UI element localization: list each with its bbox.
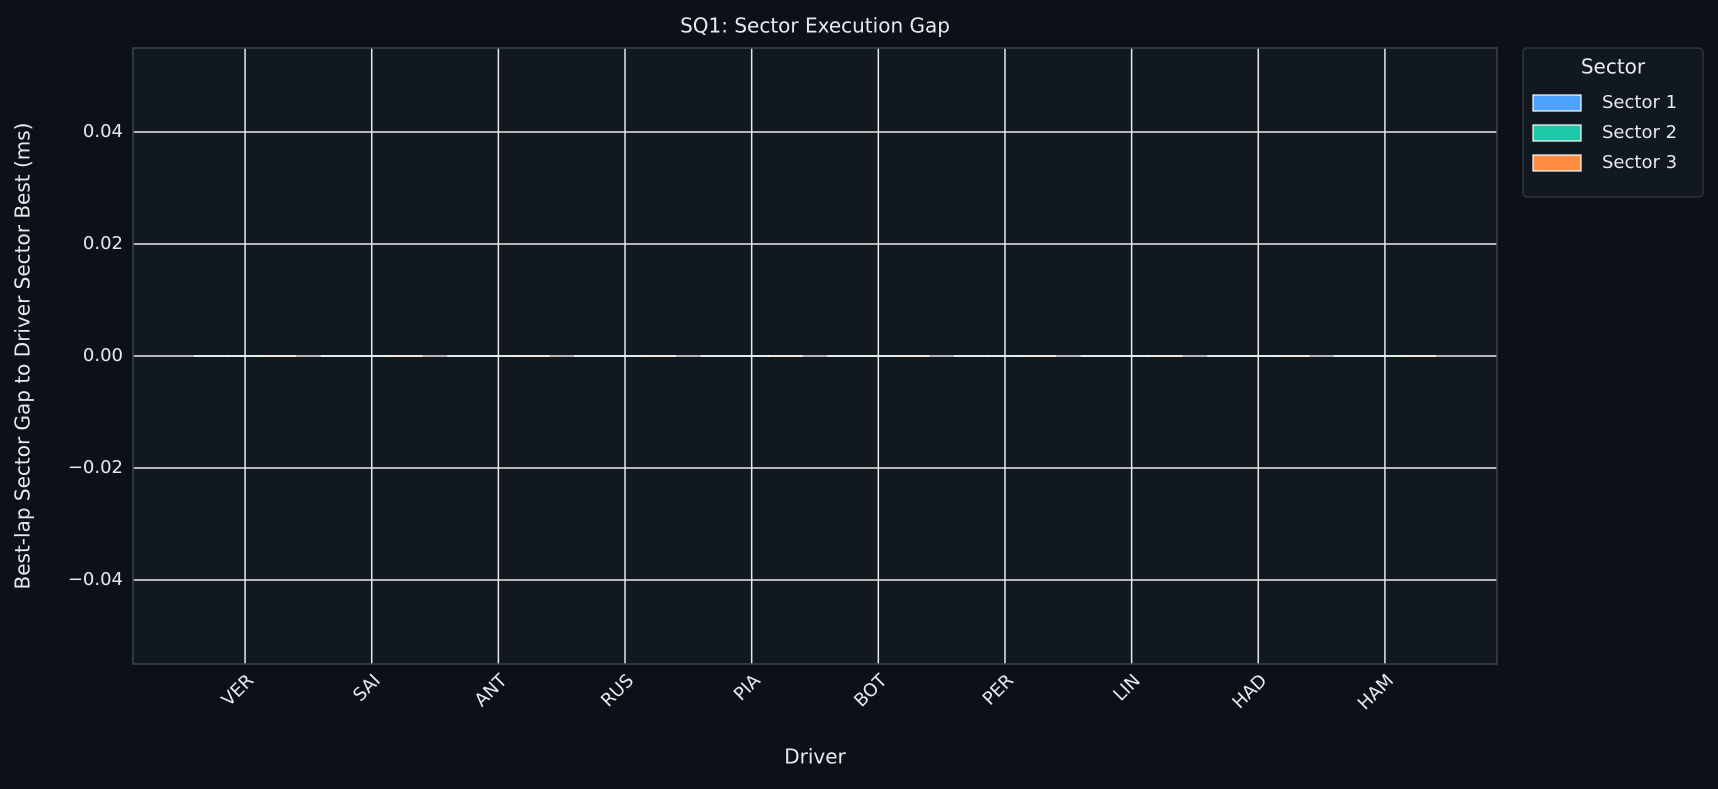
bar — [953, 355, 989, 357]
legend-swatch — [1532, 154, 1582, 172]
bar — [700, 355, 736, 357]
bar — [320, 355, 356, 357]
y-axis-label: Best-lap Sector Gap to Driver Sector Bes… — [11, 123, 35, 590]
bar — [987, 355, 1023, 357]
bar — [1333, 355, 1369, 357]
bar — [447, 355, 482, 357]
legend-swatch — [1532, 124, 1582, 142]
bar — [768, 355, 803, 357]
bar — [1207, 355, 1242, 357]
bar — [1021, 355, 1057, 357]
bar — [1367, 355, 1403, 357]
y-tick-label: 0.04 — [83, 121, 123, 142]
bar — [861, 355, 896, 357]
bar — [194, 355, 229, 357]
bar — [354, 355, 390, 357]
plot-frame — [132, 47, 1498, 665]
bar — [514, 355, 550, 357]
y-tick-label: −0.04 — [68, 569, 123, 590]
bar — [388, 355, 423, 357]
bar — [1148, 355, 1183, 357]
x-axis-label: Driver — [784, 745, 846, 769]
bar — [1401, 355, 1436, 357]
legend-label: Sector 3 — [1602, 152, 1677, 173]
legend-title: Sector — [1581, 55, 1646, 79]
y-tick-label: 0.02 — [83, 233, 123, 254]
plot-layer — [133, 48, 1497, 664]
bar — [573, 355, 609, 357]
bar — [481, 355, 516, 357]
legend-label: Sector 1 — [1602, 92, 1677, 113]
chart-title: SQ1: Sector Execution Gap — [680, 14, 950, 38]
bar — [227, 355, 263, 357]
bar — [1240, 355, 1276, 357]
bar — [641, 355, 677, 357]
bar — [1080, 355, 1116, 357]
bar — [827, 355, 862, 357]
bar — [261, 355, 297, 357]
bar — [1274, 355, 1310, 357]
y-tick-label: −0.02 — [68, 457, 123, 478]
bar — [734, 355, 769, 357]
bar — [894, 355, 930, 357]
bar — [1114, 355, 1149, 357]
legend-swatch — [1532, 94, 1582, 112]
bar — [607, 355, 643, 357]
y-tick-label: 0.00 — [83, 345, 123, 366]
legend-label: Sector 2 — [1602, 122, 1677, 143]
